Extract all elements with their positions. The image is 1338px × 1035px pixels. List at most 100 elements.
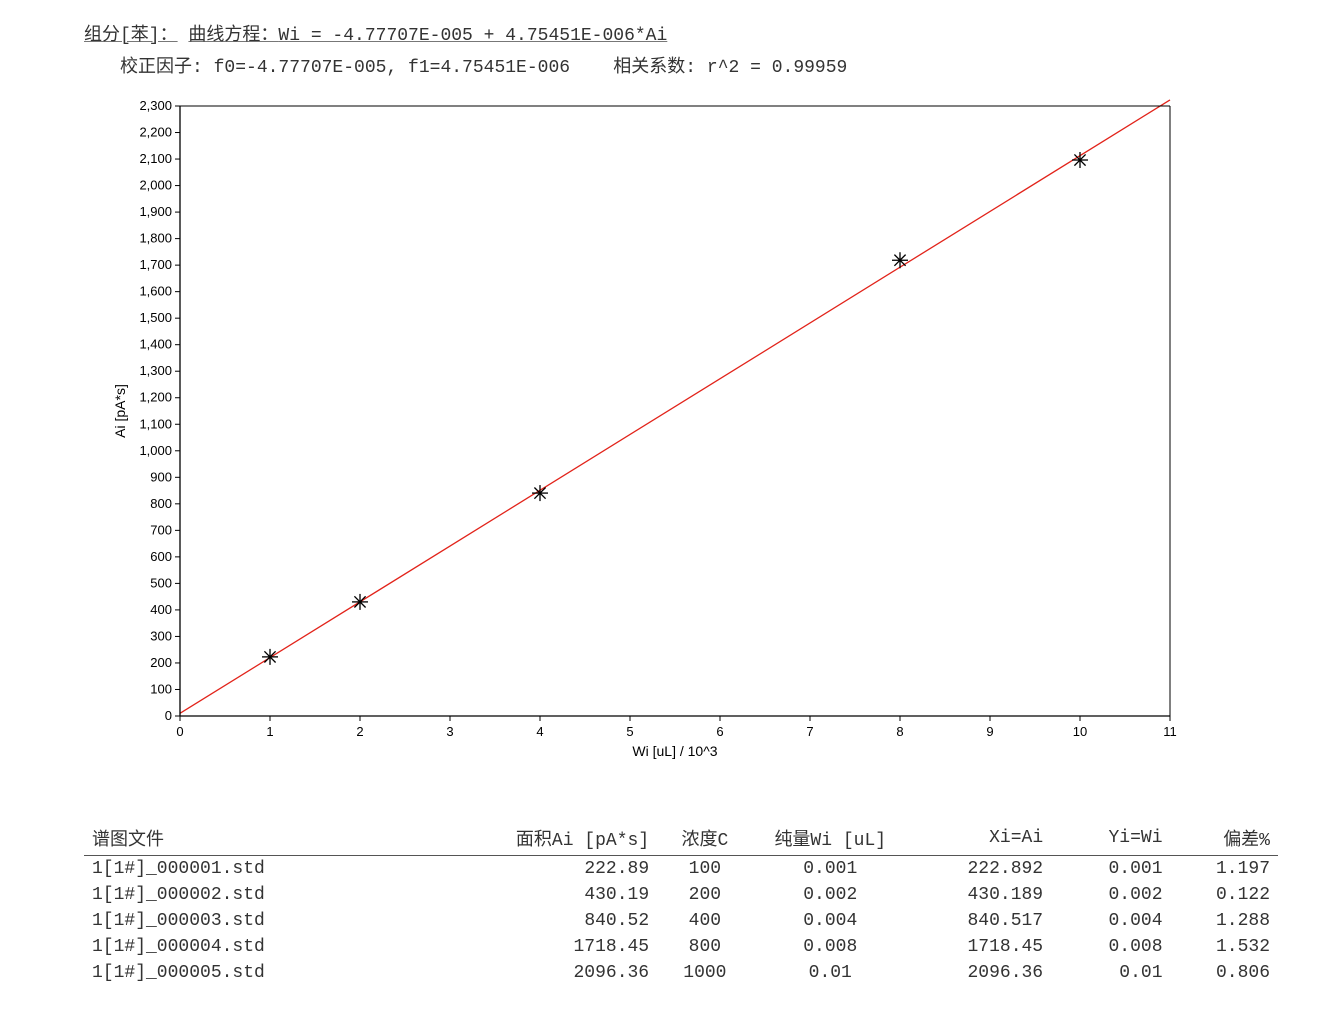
cell-area: 1718.45 [490, 934, 657, 960]
svg-text:0: 0 [165, 708, 172, 723]
cell-xi: 222.892 [908, 856, 1051, 883]
svg-text:1,100: 1,100 [139, 416, 172, 431]
data-point [1072, 152, 1088, 168]
cell-dev: 0.122 [1171, 882, 1278, 908]
table-row: 1[1#]_000005.std2096.3610000.012096.360.… [84, 960, 1278, 986]
col-header-xi: Xi=Ai [908, 821, 1051, 856]
cell-area: 2096.36 [490, 960, 657, 986]
table-header-row: 谱图文件面积Ai [pA*s]浓度C纯量Wi [uL]Xi=AiYi=Wi偏差% [84, 821, 1278, 856]
svg-text:1,300: 1,300 [139, 363, 172, 378]
calibration-values: f0=-4.77707E-005, f1=4.75451E-006 [214, 58, 570, 78]
svg-text:1,500: 1,500 [139, 310, 172, 325]
data-point [352, 594, 368, 610]
cell-yi: 0.002 [1051, 882, 1170, 908]
svg-text:2,000: 2,000 [139, 178, 172, 193]
cell-xi: 430.189 [908, 882, 1051, 908]
table-row: 1[1#]_000003.std840.524000.004840.5170.0… [84, 908, 1278, 934]
calibration-chart: 01002003004005006007008009001,0001,1001,… [100, 96, 1190, 776]
svg-text:200: 200 [150, 655, 172, 670]
cell-xi: 2096.36 [908, 960, 1051, 986]
svg-text:9: 9 [986, 724, 993, 739]
cell-conc: 800 [657, 934, 753, 960]
cell-file: 1[1#]_000005.std [84, 960, 490, 986]
col-header-pure: 纯量Wi [uL] [753, 821, 908, 856]
cell-dev: 1.532 [1171, 934, 1278, 960]
cell-dev: 1.288 [1171, 908, 1278, 934]
svg-text:1,900: 1,900 [139, 204, 172, 219]
table-row: 1[1#]_000002.std430.192000.002430.1890.0… [84, 882, 1278, 908]
calibration-table: 谱图文件面积Ai [pA*s]浓度C纯量Wi [uL]Xi=AiYi=Wi偏差%… [84, 821, 1278, 986]
cell-conc: 1000 [657, 960, 753, 986]
svg-text:11: 11 [1163, 724, 1177, 739]
page-root: 组分[苯]： 曲线方程：Wi = -4.77707E-005 + 4.75451… [0, 0, 1338, 1026]
svg-text:0: 0 [176, 724, 183, 739]
svg-text:5: 5 [626, 724, 633, 739]
svg-text:1,700: 1,700 [139, 257, 172, 272]
cell-file: 1[1#]_000001.std [84, 856, 490, 883]
svg-text:1: 1 [266, 724, 273, 739]
svg-text:1,400: 1,400 [139, 337, 172, 352]
cell-pure: 0.001 [753, 856, 908, 883]
header-line-2: 校正因子: f0=-4.77707E-005, f1=4.75451E-006 … [120, 52, 1298, 78]
svg-text:7: 7 [806, 724, 813, 739]
calibration-label: 校正因子: [120, 58, 214, 78]
svg-text:2,200: 2,200 [139, 125, 172, 140]
svg-text:3: 3 [446, 724, 453, 739]
svg-text:600: 600 [150, 549, 172, 564]
cell-dev: 0.806 [1171, 960, 1278, 986]
svg-text:1,800: 1,800 [139, 231, 172, 246]
cell-pure: 0.01 [753, 960, 908, 986]
svg-text:900: 900 [150, 469, 172, 484]
col-header-dev: 偏差% [1171, 821, 1278, 856]
cell-conc: 400 [657, 908, 753, 934]
cell-area: 840.52 [490, 908, 657, 934]
svg-text:800: 800 [150, 496, 172, 511]
cell-file: 1[1#]_000004.std [84, 934, 490, 960]
svg-text:1,200: 1,200 [139, 390, 172, 405]
svg-text:10: 10 [1073, 724, 1087, 739]
cell-file: 1[1#]_000002.std [84, 882, 490, 908]
svg-text:500: 500 [150, 575, 172, 590]
col-header-file: 谱图文件 [84, 821, 490, 856]
cell-yi: 0.01 [1051, 960, 1170, 986]
calibration-chart-wrap: 01002003004005006007008009001,0001,1001,… [100, 96, 1298, 781]
curve-equation: Wi = -4.77707E-005 + 4.75451E-006*Ai [278, 26, 667, 46]
cell-conc: 200 [657, 882, 753, 908]
curve-equation-label: 曲线方程： [188, 26, 278, 46]
col-header-conc: 浓度C [657, 821, 753, 856]
correlation-label: 相关系数: [613, 58, 707, 78]
x-axis-label: Wi [uL] / 10^3 [632, 743, 717, 759]
cell-area: 430.19 [490, 882, 657, 908]
table-row: 1[1#]_000001.std222.891000.001222.8920.0… [84, 856, 1278, 883]
col-header-yi: Yi=Wi [1051, 821, 1170, 856]
calibration-table-wrap: 谱图文件面积Ai [pA*s]浓度C纯量Wi [uL]Xi=AiYi=Wi偏差%… [84, 821, 1278, 986]
cell-file: 1[1#]_000003.std [84, 908, 490, 934]
correlation-value: r^2 = 0.99959 [707, 58, 847, 78]
svg-text:6: 6 [716, 724, 723, 739]
cell-yi: 0.004 [1051, 908, 1170, 934]
cell-yi: 0.001 [1051, 856, 1170, 883]
col-header-area: 面积Ai [pA*s] [490, 821, 657, 856]
svg-text:1,600: 1,600 [139, 284, 172, 299]
header-line-1: 组分[苯]： 曲线方程：Wi = -4.77707E-005 + 4.75451… [84, 20, 1298, 46]
data-point [532, 485, 548, 501]
cell-dev: 1.197 [1171, 856, 1278, 883]
y-axis-label: Ai [pA*s] [112, 384, 128, 438]
svg-text:700: 700 [150, 522, 172, 537]
svg-text:400: 400 [150, 602, 172, 617]
cell-yi: 0.008 [1051, 934, 1170, 960]
table-row: 1[1#]_000004.std1718.458000.0081718.450.… [84, 934, 1278, 960]
cell-xi: 1718.45 [908, 934, 1051, 960]
data-point [262, 649, 278, 665]
svg-text:2,100: 2,100 [139, 151, 172, 166]
cell-xi: 840.517 [908, 908, 1051, 934]
component-label: 组分[苯]： [84, 26, 178, 46]
cell-area: 222.89 [490, 856, 657, 883]
cell-pure: 0.002 [753, 882, 908, 908]
cell-conc: 100 [657, 856, 753, 883]
svg-text:2: 2 [356, 724, 363, 739]
svg-text:100: 100 [150, 681, 172, 696]
svg-text:300: 300 [150, 628, 172, 643]
cell-pure: 0.004 [753, 908, 908, 934]
cell-pure: 0.008 [753, 934, 908, 960]
